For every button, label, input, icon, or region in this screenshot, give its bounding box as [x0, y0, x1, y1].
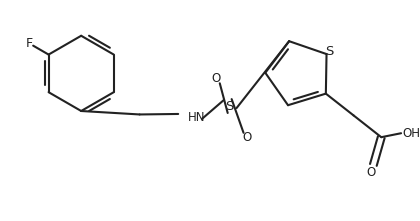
Text: F: F	[26, 37, 33, 50]
Text: OH: OH	[402, 127, 420, 140]
Text: O: O	[211, 72, 220, 85]
Text: S: S	[326, 45, 334, 58]
Text: O: O	[243, 131, 252, 144]
Text: S: S	[226, 99, 234, 112]
Text: HN: HN	[188, 111, 206, 124]
Text: O: O	[367, 166, 376, 179]
